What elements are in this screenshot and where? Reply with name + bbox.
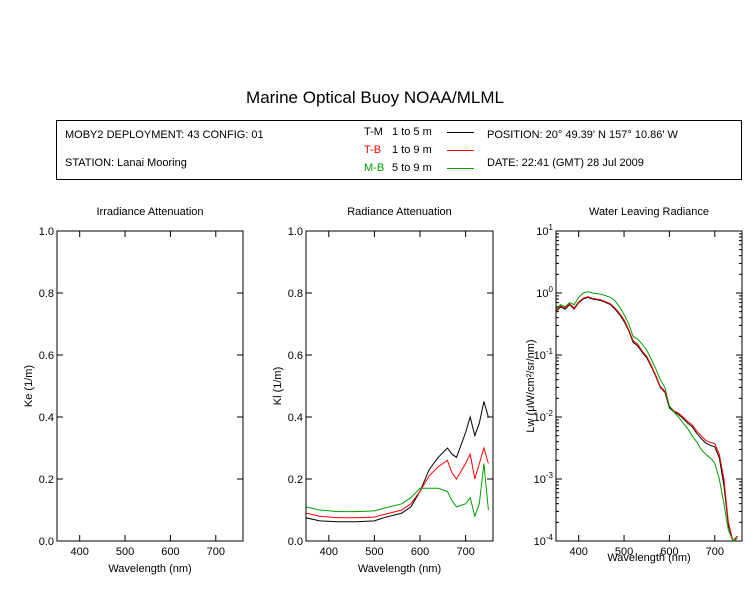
x-tick-label: 700 <box>706 546 724 558</box>
date-text: DATE: 22:41 (GMT) 28 Jul 2009 <box>487 157 644 169</box>
y-tick-label: 0.2 <box>39 474 54 486</box>
y-axis-label: Kl (1/m) <box>272 367 284 406</box>
y-tick-label: 1.0 <box>288 226 303 238</box>
y-tick-label: 0.6 <box>39 350 54 362</box>
x-tick-label: 400 <box>320 546 338 558</box>
x-axis-label: Wavelength (nm) <box>108 563 191 575</box>
y-tick-label: 0.0 <box>288 536 303 548</box>
plot-frame <box>305 230 494 542</box>
x-tick-label: 500 <box>615 546 633 558</box>
legend-line-tm <box>447 132 474 133</box>
x-axis-label: Wavelength (nm) <box>607 552 690 564</box>
y-tick-label: 1.0 <box>39 226 54 238</box>
series-line-m-b <box>306 463 489 518</box>
y-tick-label: 10-4 <box>534 533 554 548</box>
legend-code-mb: M-B <box>364 162 385 174</box>
y-tick-label: 0.8 <box>288 288 303 300</box>
info-box: MOBY2 DEPLOYMENT: 43 CONFIG: 01 STATION:… <box>56 120 742 180</box>
legend-line-mb <box>447 168 474 169</box>
y-tick-label: 100 <box>536 285 553 300</box>
chart-panel-1: Irradiance Attenuation 400 500 600 700 0.0 0.2… <box>23 206 244 575</box>
series-line-m-b <box>556 291 738 541</box>
plot-frame <box>56 230 244 542</box>
y-tick-label: 0.8 <box>39 288 54 300</box>
legend-line-tb <box>447 150 474 151</box>
x-axis-label: Wavelength (nm) <box>358 563 441 575</box>
chart-title: Water Leaving Radiance <box>589 206 709 218</box>
y-axis-label: Ke (1/m) <box>23 365 35 407</box>
chart-panel-2: Radiance Attenuation 400 500 600 700 0.0 0.2 0.… <box>272 206 494 575</box>
legend-code-tb: T-B <box>364 144 382 156</box>
y-tick-label: 10-3 <box>534 471 554 486</box>
x-tick-label: 600 <box>411 546 429 558</box>
series-line-t-m <box>306 401 489 523</box>
y-tick-label: 101 <box>536 223 553 238</box>
x-tick-label: 700 <box>456 546 474 558</box>
plot-frame <box>555 230 743 542</box>
x-tick-label: 500 <box>365 546 383 558</box>
deployment-text: MOBY2 DEPLOYMENT: 43 CONFIG: 01 <box>65 129 264 141</box>
legend-range-mb: 5 to 9 m <box>392 162 432 174</box>
y-axis-label: Lw (μW/cm²/sr/nm) <box>525 339 537 432</box>
y-tick-label: 0.0 <box>39 536 54 548</box>
legend-range-tb: 1 to 9 m <box>392 144 432 156</box>
x-tick-label: 600 <box>660 546 678 558</box>
y-tick-label: 0.4 <box>39 412 54 424</box>
legend-code-tm: T-M <box>364 126 383 138</box>
chart-title: Irradiance Attenuation <box>96 206 203 218</box>
x-tick-label: 500 <box>116 546 134 558</box>
y-tick-label: 0.6 <box>288 350 303 362</box>
chart-title: Radiance Attenuation <box>347 206 452 218</box>
station-text: STATION: Lanai Mooring <box>65 157 187 169</box>
x-tick-label: 700 <box>207 546 225 558</box>
series-line-t-b <box>306 446 489 519</box>
x-tick-label: 400 <box>71 546 89 558</box>
y-tick-label: 10-1 <box>534 347 554 362</box>
y-tick-label: 0.4 <box>288 412 303 424</box>
position-text: POSITION: 20° 49.39' N 157° 10.86' W <box>487 129 678 141</box>
x-tick-label: 600 <box>161 546 179 558</box>
y-tick-label: 0.2 <box>288 474 303 486</box>
chart-panel-3: Water Leaving Radiance 400 500 600 700 10-4 10… <box>525 206 743 564</box>
series-line-t-b <box>556 296 738 541</box>
series-line-t-m <box>556 296 738 541</box>
page-title: Marine Optical Buoy NOAA/MLML <box>246 88 504 107</box>
legend-range-tm: 1 to 5 m <box>392 126 432 138</box>
y-tick-label: 10-2 <box>534 409 554 424</box>
x-tick-label: 400 <box>570 546 588 558</box>
